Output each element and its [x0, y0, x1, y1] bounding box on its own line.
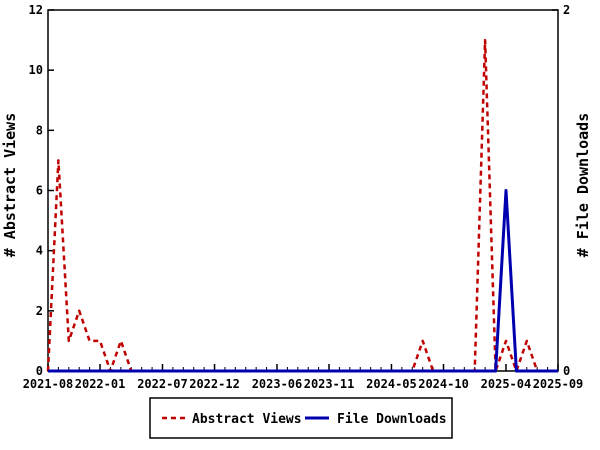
- y-left-tick-label: 6: [36, 184, 43, 198]
- y-left-tick-label: 0: [36, 364, 43, 378]
- right-axis-title: # File Downloads: [574, 113, 592, 258]
- x-tick-label: 2022-07: [137, 377, 188, 391]
- x-tick-label: 2025-09: [533, 377, 584, 391]
- y-left-tick-label: 12: [29, 3, 43, 17]
- x-tick-label: 2023-06: [252, 377, 303, 391]
- y-right-tick-label: 0: [563, 364, 570, 378]
- x-tick-label: 2023-11: [304, 377, 355, 391]
- x-tick-label: 2025-04: [481, 377, 532, 391]
- x-tick-label: 2024-05: [366, 377, 417, 391]
- x-tick-label: 2021-08: [23, 377, 74, 391]
- y-left-tick-label: 10: [29, 63, 43, 77]
- series-line-abstract-views: [46, 38, 558, 373]
- left-axis-title: # Abstract Views: [1, 113, 19, 258]
- y-left-tick-label: 2: [36, 304, 43, 318]
- y-right-tick-label: 2: [563, 3, 570, 17]
- series-line-file-downloads: [48, 189, 558, 373]
- legend-box: [149, 397, 453, 439]
- legend-label-file-downloads: File Downloads: [337, 412, 447, 427]
- x-tick-label: 2022-01: [75, 377, 126, 391]
- legend: Abstract Views File Downloads: [149, 397, 453, 439]
- legend-label-abstract-views: Abstract Views: [192, 412, 302, 427]
- plot-area: 2021-08 2022-01 2022-07 2022-12 2023-06 2023-…: [23, 3, 584, 391]
- y-left-tick-label: 8: [36, 123, 43, 137]
- x-tick-label: 2024-10: [418, 377, 469, 391]
- x-tick-label: 2022-12: [189, 377, 240, 391]
- y-left-tick-label: 4: [36, 244, 43, 258]
